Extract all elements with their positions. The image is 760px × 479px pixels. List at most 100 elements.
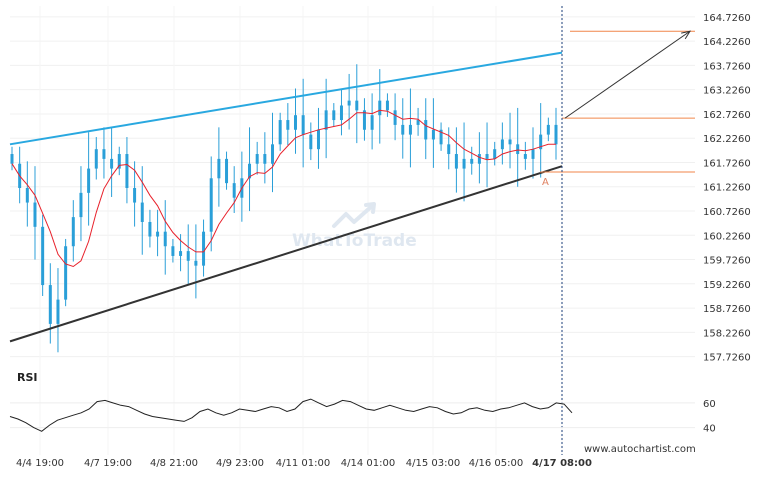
price-tick-label: 159.2260 [703, 280, 751, 291]
candle-body [117, 154, 121, 169]
candle-body [385, 100, 389, 111]
candle-body [10, 154, 14, 164]
candle-body [301, 115, 305, 135]
price-tick-label: 163.2260 [703, 86, 751, 97]
candle-body [424, 120, 428, 140]
rsi-panel-label: RSI [17, 371, 38, 384]
watermark: WhatToTrade [292, 202, 417, 251]
candle-body [33, 202, 37, 227]
candle-body [477, 154, 481, 164]
candle-body [316, 129, 320, 150]
pattern-point-label: A [542, 177, 549, 188]
time-tick-label: 4/11 01:00 [276, 458, 330, 469]
candle-body [470, 158, 474, 164]
forecast-arrow-head [681, 30, 692, 40]
candle-body [71, 217, 75, 247]
candle-body [248, 163, 252, 179]
candle-body [217, 158, 221, 179]
grid-layer [10, 6, 695, 455]
candle-body [431, 129, 435, 140]
price-tick-label: 159.7260 [703, 256, 751, 267]
price-tick-label: 164.7260 [703, 13, 751, 24]
time-tick-label: 4/7 19:00 [84, 458, 132, 469]
lower-trendline [9, 165, 563, 343]
upper-trendline [9, 51, 563, 146]
moving-average-layer [11, 109, 556, 268]
candle-body [286, 120, 290, 130]
price-tick-label: 160.2260 [703, 231, 751, 242]
candle-body [439, 129, 443, 145]
candle-body [125, 154, 129, 188]
candle-body [194, 260, 198, 266]
candle-body [339, 105, 343, 121]
candle-body [500, 139, 504, 150]
price-tick-label: 157.7260 [703, 353, 751, 364]
candle-body [171, 246, 175, 256]
time-axis: 4/4 19:00 4/7 19:00 4/8 21:00 4/9 23:00 4/11… [16, 458, 592, 469]
candle-body [79, 192, 83, 218]
candle-body [271, 144, 275, 164]
pattern-layer: A [9, 30, 695, 343]
moving-average-line [11, 109, 556, 268]
candle-body [25, 188, 29, 203]
price-tick-label: 162.2260 [703, 134, 751, 145]
candle-body [225, 158, 229, 184]
candle-body [539, 134, 543, 150]
price-tick-label: 161.7260 [703, 158, 751, 169]
site-url: www.autochartist.com [584, 444, 696, 455]
candle-body [110, 158, 114, 169]
candle-body [447, 144, 451, 155]
candle-body [133, 188, 137, 203]
candle-body [324, 110, 328, 130]
candle-body [56, 299, 60, 324]
candle-body [378, 100, 382, 116]
candle-body [309, 134, 313, 150]
candle-body [493, 149, 497, 159]
candle-body [209, 178, 213, 232]
candle-body [94, 149, 98, 169]
candle-body [362, 110, 366, 130]
rsi-tick-label: 60 [703, 399, 716, 410]
watermark-logo-icon [332, 202, 376, 228]
candle-body [202, 231, 206, 266]
rsi-layer: 60 40 [9, 398, 716, 435]
candle-body [163, 231, 167, 247]
candle-body [516, 144, 520, 155]
candle-body [485, 154, 489, 159]
candles-layer [10, 64, 558, 353]
watermark-text: WhatToTrade [292, 231, 417, 251]
candle-body [48, 285, 52, 324]
candle-body [523, 154, 527, 159]
time-tick-label: 4/16 05:00 [469, 458, 523, 469]
candle-body [186, 251, 190, 261]
candle-body [293, 115, 297, 130]
candle-body [355, 100, 359, 111]
candle-body [508, 139, 512, 145]
price-tick-label: 163.7260 [703, 61, 751, 72]
candle-body [41, 226, 45, 286]
price-tick-label: 164.2260 [703, 37, 751, 48]
candle-body [140, 202, 144, 222]
candle-body [393, 110, 397, 125]
price-tick-label: 160.7260 [703, 207, 751, 218]
candle-body [179, 251, 183, 256]
candle-body [102, 149, 106, 159]
candle-body [263, 154, 267, 164]
price-tick-label: 162.7260 [703, 110, 751, 121]
time-tick-label: 4/8 21:00 [150, 458, 198, 469]
candle-body [232, 183, 236, 198]
candle-body [454, 154, 458, 169]
price-tick-label: 158.2260 [703, 328, 751, 339]
rsi-line [9, 398, 573, 432]
candle-body [64, 246, 68, 300]
candle-body [370, 115, 374, 130]
price-tick-label: 161.2260 [703, 183, 751, 194]
candle-body [531, 149, 535, 159]
candle-body [554, 124, 558, 145]
forecast-arrow-line [564, 30, 691, 119]
candle-body [156, 231, 160, 237]
candle-body [416, 120, 420, 125]
price-tick-label: 158.7260 [703, 304, 751, 315]
candle-body [332, 110, 336, 121]
